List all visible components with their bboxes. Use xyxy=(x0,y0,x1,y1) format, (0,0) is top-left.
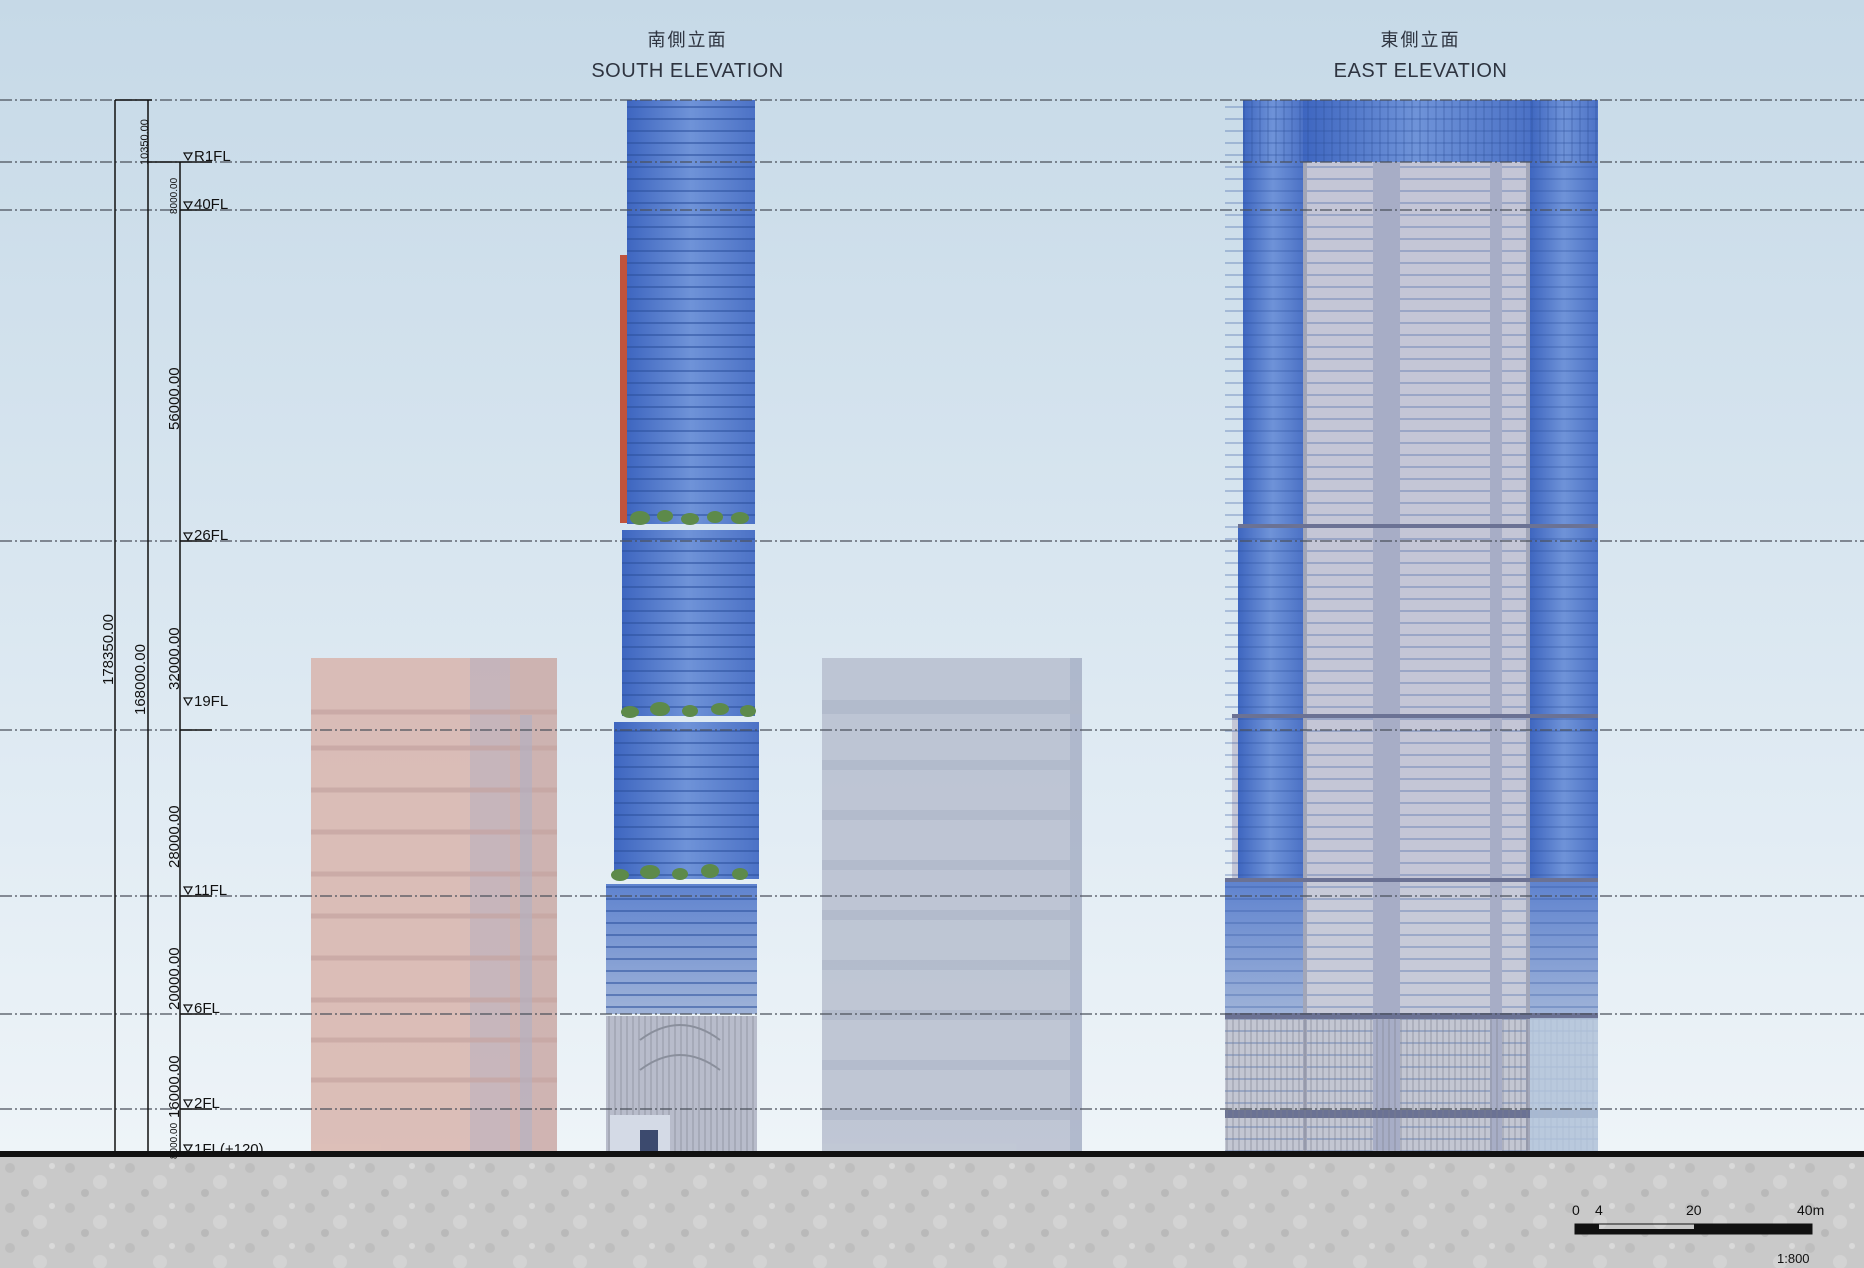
level-label-1fl: 1FL(+120) xyxy=(194,1141,264,1158)
scale-tick-20: 20 xyxy=(1686,1202,1702,1218)
south-elevation-title: 南側立面 SOUTH ELEVATION xyxy=(560,26,815,83)
scale-tick-40m: 40m xyxy=(1797,1202,1825,1218)
south-tower-sky-garden xyxy=(611,510,756,881)
level-markers xyxy=(182,152,194,1154)
dim-parapet: 10350.00 xyxy=(139,119,151,165)
level-lines xyxy=(0,99,1864,1110)
dimension-lines xyxy=(114,99,212,1152)
scale-bar-graphic xyxy=(1574,1223,1813,1235)
scale-tick-0: 0 xyxy=(1572,1202,1580,1218)
ground-line xyxy=(0,1151,1864,1157)
level-label-26fl: 26FL xyxy=(194,527,229,544)
dim-seg-26-40: 56000.00 xyxy=(166,367,183,430)
east-elevation-title: 東側立面 EAST ELEVATION xyxy=(1293,26,1548,83)
dim-overall-height: 178350.00 xyxy=(100,614,117,685)
south-tower xyxy=(606,100,759,1155)
level-label-11fl: 11FL xyxy=(194,882,228,899)
scale-tick-4: 4 xyxy=(1595,1202,1603,1218)
level-label-19fl: 19FL xyxy=(194,693,229,710)
level-label-r1fl: R1FL xyxy=(194,148,231,165)
ground-section xyxy=(0,1155,1864,1268)
south-tower-red-fin xyxy=(620,255,628,523)
dim-seg-6-11: 20000.00 xyxy=(166,947,183,1010)
level-label-6fl: 6FL xyxy=(194,1000,220,1017)
east-elevation-title-zh: 東側立面 xyxy=(1380,30,1461,51)
dim-main-height: 168000.00 xyxy=(132,644,149,715)
neighbor-building-right xyxy=(822,658,1082,1155)
level-label-2fl: 2FL xyxy=(194,1095,220,1112)
dim-seg-11-19: 28000.00 xyxy=(166,805,183,868)
dim-seg-40-r1: 8000.00 xyxy=(169,177,180,214)
level-label-40fl: 40FL xyxy=(194,196,229,213)
dim-seg-1-2: 8000.00 xyxy=(169,1122,180,1159)
dim-seg-2-6: 16000.00 xyxy=(166,1055,183,1118)
scale-ratio: 1:800 xyxy=(1777,1251,1810,1266)
neighbor-building-left xyxy=(311,658,557,1155)
east-tower xyxy=(1225,100,1598,1155)
south-elevation-title-zh: 南側立面 xyxy=(647,30,728,51)
dim-seg-19-26: 32000.00 xyxy=(166,627,183,690)
east-elevation-title-en: EAST ELEVATION xyxy=(1333,60,1508,82)
south-elevation-title-en: SOUTH ELEVATION xyxy=(591,60,784,82)
